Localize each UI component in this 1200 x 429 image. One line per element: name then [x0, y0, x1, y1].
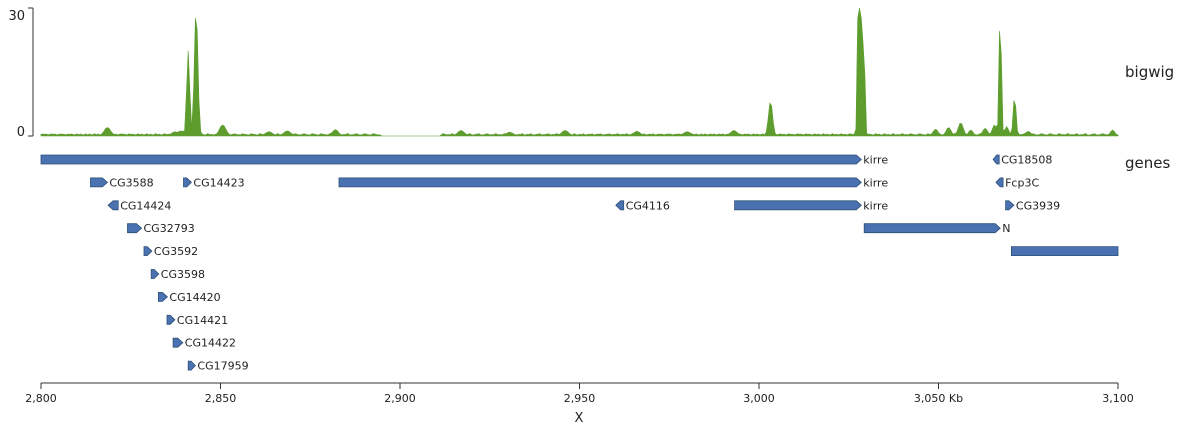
gene-feature — [734, 200, 862, 211]
x-axis-label: X — [575, 411, 584, 426]
x-tick-label: 2,800 — [25, 392, 57, 405]
gene-feature — [187, 360, 196, 371]
bigwig-signal-area — [40, 7, 1119, 137]
gene-label: CG14421 — [177, 314, 228, 327]
gene-label: Fcp3C — [1005, 176, 1039, 189]
x-axis: X 2,800 2,850 2,900 2,950 3,000 3,050 Kb 3,100 — [25, 382, 1134, 426]
bigwig-y-tick-label-bottom: 0 — [17, 125, 25, 140]
gene-feature — [1005, 200, 1015, 211]
x-tick-label: 3,050 Kb — [914, 392, 963, 405]
gene-label: CG32793 — [144, 222, 195, 235]
gene-feature — [995, 177, 1004, 188]
x-tick-label: 2,900 — [384, 392, 416, 405]
gene-feature — [992, 154, 1000, 165]
gene-label: kirre — [863, 154, 888, 167]
gene-label: CG18508 — [1001, 154, 1052, 167]
gene-feature — [1011, 246, 1119, 257]
gene-feature — [143, 246, 153, 257]
gene-feature — [150, 269, 160, 279]
gene-feature — [40, 154, 862, 165]
gene-feature — [127, 223, 143, 234]
gene-label: CG3588 — [109, 176, 153, 189]
gene-label: CG14423 — [193, 176, 244, 189]
x-tick-label: 3,000 — [743, 392, 775, 405]
gene-label: CG3592 — [154, 245, 198, 258]
gene-label: CG4116 — [626, 199, 670, 212]
gene-feature — [338, 177, 862, 188]
genes-track-label: genes — [1125, 154, 1170, 172]
gene-feature — [157, 291, 168, 302]
x-tick-label: 2,850 — [205, 392, 237, 405]
gene-label: CG14422 — [185, 337, 236, 350]
gene-feature — [183, 177, 192, 188]
gene-feature — [90, 177, 108, 188]
gene-feature — [863, 223, 1001, 234]
gene-label: CG17959 — [197, 360, 248, 373]
gene-label: CG14424 — [120, 199, 171, 212]
x-tick-label: 3,100 — [1102, 392, 1134, 405]
gene-label: kirre — [863, 176, 888, 189]
gene-label: CG14420 — [169, 291, 220, 304]
bigwig-track: 30 0 bigwig — [8, 7, 1174, 140]
gene-label: CG3939 — [1016, 199, 1060, 212]
gene-label: kirre — [863, 199, 888, 212]
gene-label: CG3598 — [161, 268, 205, 281]
gene-feature — [172, 337, 184, 348]
gene-label: N — [1002, 222, 1010, 235]
genes-track: genes kirre CG18508 CG3588 CG14423 kirre Fcp3… — [40, 154, 1170, 373]
gene-feature — [166, 314, 176, 325]
x-tick-label: 2,950 — [564, 392, 596, 405]
gene-feature — [107, 200, 119, 211]
bigwig-track-label: bigwig — [1125, 63, 1174, 81]
gene-feature — [615, 200, 625, 211]
bigwig-y-tick-label-top: 30 — [8, 9, 25, 24]
